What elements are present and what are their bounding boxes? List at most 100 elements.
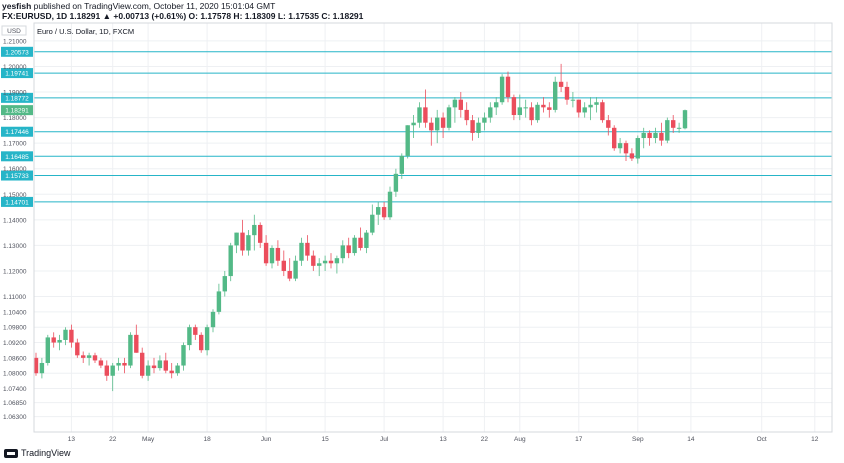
candle-body bbox=[535, 104, 540, 121]
candle-body bbox=[653, 132, 658, 139]
level-label: 1.14701 bbox=[5, 199, 29, 206]
y-tick-label: 1.20000 bbox=[3, 64, 27, 71]
candle-body bbox=[163, 360, 168, 371]
candle-body bbox=[682, 110, 688, 129]
x-tick-label: Sep bbox=[632, 436, 644, 443]
candle-body bbox=[612, 127, 617, 149]
candle-body bbox=[263, 242, 269, 264]
currency-label: USD bbox=[7, 28, 21, 35]
candle-body bbox=[258, 224, 263, 243]
candle-body bbox=[659, 132, 664, 141]
candle-body bbox=[541, 104, 546, 108]
candle-body bbox=[676, 127, 682, 129]
candle-body bbox=[352, 237, 357, 254]
candle-body bbox=[98, 360, 104, 366]
candle-body bbox=[346, 245, 351, 254]
x-tick-label: 13 bbox=[68, 436, 76, 443]
candle-body bbox=[57, 339, 62, 343]
candle-body bbox=[33, 357, 39, 374]
candle-body bbox=[86, 355, 92, 358]
candle-body bbox=[317, 263, 322, 266]
level-label-box bbox=[1, 46, 33, 57]
candle-body bbox=[181, 345, 186, 366]
candle-body bbox=[570, 99, 576, 101]
y-tick-label: 1.08000 bbox=[3, 371, 27, 378]
candle-body bbox=[151, 365, 157, 369]
candle-body bbox=[92, 355, 98, 361]
candle-body bbox=[175, 365, 180, 374]
y-tick-label: 1.06300 bbox=[3, 414, 27, 421]
candle-body bbox=[458, 99, 463, 110]
y-tick-label: 1.08600 bbox=[3, 355, 27, 362]
candle-body bbox=[116, 362, 121, 366]
x-tick-label: 22 bbox=[109, 436, 117, 443]
candle-body bbox=[393, 173, 399, 192]
candle-body bbox=[299, 242, 304, 261]
publisher-name: yesfish bbox=[2, 1, 32, 11]
candle-body bbox=[411, 122, 416, 126]
candle-body bbox=[635, 138, 640, 159]
candle-body bbox=[553, 81, 558, 110]
candles bbox=[33, 63, 688, 392]
candle-body bbox=[240, 232, 245, 251]
x-tick-label: May bbox=[142, 436, 155, 443]
candle-body bbox=[334, 258, 340, 264]
y-tick-label: 1.19000 bbox=[3, 90, 27, 97]
candle-body bbox=[281, 260, 286, 271]
candle-body bbox=[328, 260, 334, 264]
candle-body bbox=[517, 107, 522, 116]
candle-body bbox=[269, 247, 275, 264]
candle-body bbox=[275, 247, 281, 261]
x-tick-label: 15 bbox=[321, 436, 329, 443]
y-tick-label: 1.21000 bbox=[3, 38, 27, 45]
candle-body bbox=[470, 120, 475, 133]
y-tick-label: 1.14000 bbox=[3, 217, 27, 224]
x-tick-label: 13 bbox=[439, 436, 447, 443]
footer: TradingView bbox=[4, 448, 71, 458]
y-tick-label: 1.13000 bbox=[3, 243, 27, 250]
candle-body bbox=[399, 155, 404, 174]
candle-body bbox=[600, 102, 605, 121]
x-tick-label: 18 bbox=[203, 436, 211, 443]
level-label-box bbox=[1, 196, 33, 207]
x-tick-label: 12 bbox=[811, 436, 819, 443]
candle-body bbox=[222, 276, 227, 292]
candle-body bbox=[287, 270, 292, 279]
candle-body bbox=[435, 117, 440, 131]
level-label: 1.19741 bbox=[5, 71, 29, 78]
candle-body bbox=[564, 86, 570, 100]
level-label: 1.15733 bbox=[5, 173, 29, 180]
candle-body bbox=[576, 99, 581, 113]
candle-body bbox=[617, 143, 623, 149]
candle-body bbox=[187, 327, 192, 346]
candle-body bbox=[358, 237, 363, 248]
candle-body bbox=[134, 334, 139, 353]
candle-body bbox=[145, 365, 151, 376]
level-label-box bbox=[1, 151, 33, 162]
candle-body bbox=[665, 120, 670, 141]
x-tick-label: Jun bbox=[261, 436, 272, 443]
y-tick-label: 1.15000 bbox=[3, 192, 27, 199]
candle-body bbox=[122, 362, 127, 366]
candle-body bbox=[157, 360, 163, 369]
candle-body bbox=[499, 76, 505, 103]
candle-body bbox=[305, 242, 310, 256]
candle-body bbox=[476, 122, 481, 133]
candle-body bbox=[423, 107, 428, 123]
candle-body bbox=[246, 235, 251, 251]
y-tick-label: 1.16000 bbox=[3, 166, 27, 173]
last-price-box bbox=[1, 105, 33, 116]
candle-body bbox=[523, 107, 528, 109]
candle-body bbox=[252, 224, 257, 236]
candle-body bbox=[75, 342, 80, 356]
candle-body bbox=[110, 365, 115, 376]
candle-body bbox=[199, 334, 204, 351]
candle-body bbox=[51, 337, 56, 343]
chart-header: yesfish published on TradingView.com, Oc… bbox=[2, 1, 363, 21]
level-label-box bbox=[1, 92, 33, 103]
candle-body bbox=[641, 132, 646, 139]
last-price-label: 1.18291 bbox=[5, 108, 29, 115]
candle-body bbox=[494, 102, 499, 108]
candle-body bbox=[671, 120, 676, 128]
